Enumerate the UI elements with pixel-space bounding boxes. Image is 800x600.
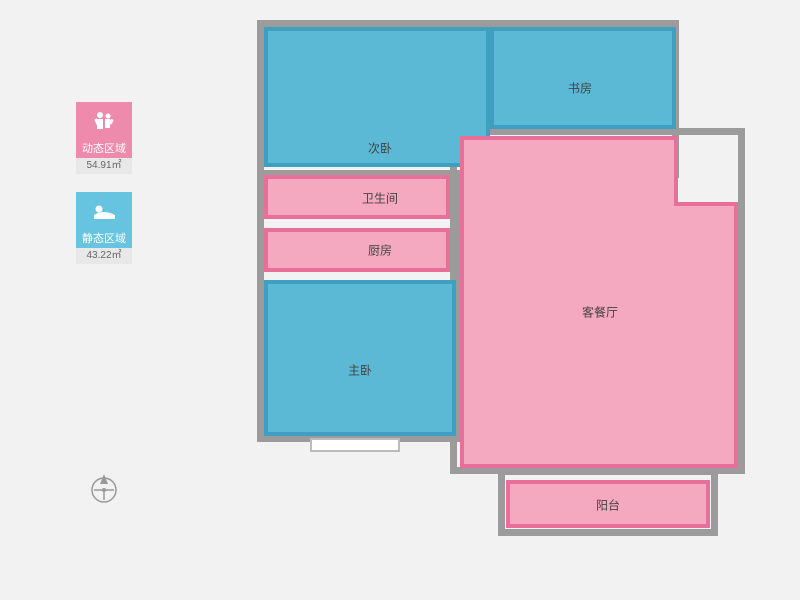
room-label-kitchen: 厨房 (368, 242, 392, 259)
room-kitchen (264, 228, 450, 272)
legend: 动态区域 54.91㎡ 静态区域 43.22㎡ (76, 102, 132, 282)
room-study (490, 27, 676, 129)
legend-static: 静态区域 43.22㎡ (76, 192, 132, 264)
room-living-dining (460, 202, 738, 468)
people-icon (92, 109, 116, 133)
room-label-living-dining: 客餐厅 (582, 304, 618, 321)
legend-dynamic-label: 动态区域 (76, 140, 132, 158)
legend-dynamic-icon-box (76, 102, 132, 140)
room-master-bedroom (264, 280, 456, 436)
legend-static-icon-box (76, 192, 132, 230)
room-label-bathroom: 卫生间 (362, 190, 398, 207)
room-living-dining-upper (460, 136, 678, 206)
room-label-master-bedroom: 主卧 (348, 362, 372, 379)
room-label-balcony: 阳台 (596, 497, 620, 514)
window-sill (310, 438, 400, 452)
legend-static-label: 静态区域 (76, 230, 132, 248)
room-bathroom (264, 175, 450, 219)
room-label-study: 书房 (568, 80, 592, 97)
legend-dynamic: 动态区域 54.91㎡ (76, 102, 132, 174)
room-label-secondary-bedroom: 次卧 (368, 140, 392, 157)
sleep-icon (91, 201, 117, 221)
legend-static-value: 43.22㎡ (76, 248, 132, 264)
floor-plan: 次卧 书房卫生间厨房主卧 客餐厅阳台 (250, 20, 770, 570)
legend-dynamic-value: 54.91㎡ (76, 158, 132, 174)
compass-icon (86, 470, 122, 506)
